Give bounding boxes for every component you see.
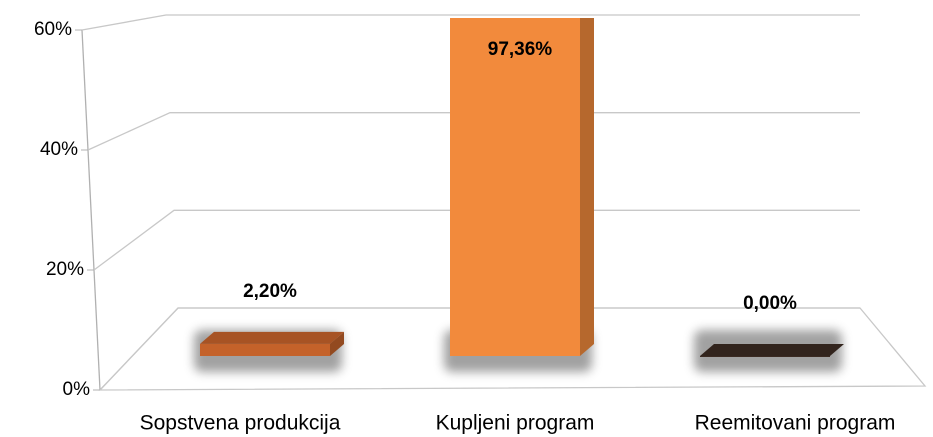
bar [200, 343, 330, 356]
y-tick-label: 0% [63, 379, 91, 400]
bars [194, 18, 844, 372]
bar-top [700, 344, 844, 356]
labels: 0% 20% 40% 60% 2,20% Sopstvena produkcija 97,3… [34, 19, 895, 435]
y-axis [81, 29, 101, 391]
data-label: 0,00% [743, 293, 797, 314]
grid-line [81, 14, 860, 31]
y-tick-label: 20% [46, 259, 84, 280]
grid-line [99, 307, 860, 391]
grid [75, 14, 927, 391]
data-label: 2,20% [243, 281, 297, 302]
bar-top [200, 331, 344, 344]
grid-line [87, 112, 860, 151]
x-tick-label: Sopstvena produkcija [140, 412, 341, 435]
bar-side [580, 18, 594, 356]
y-tick-label: 40% [40, 139, 78, 160]
bar-side [330, 331, 344, 356]
y-tick-label: 60% [34, 19, 72, 40]
x-tick-label: Reemitovani program [695, 412, 896, 435]
bar [700, 356, 830, 357]
grid-line [93, 209, 860, 271]
x-tick-label: Kupljeni program [436, 412, 595, 435]
data-label: 97,36% [488, 39, 553, 60]
bar [450, 18, 580, 356]
